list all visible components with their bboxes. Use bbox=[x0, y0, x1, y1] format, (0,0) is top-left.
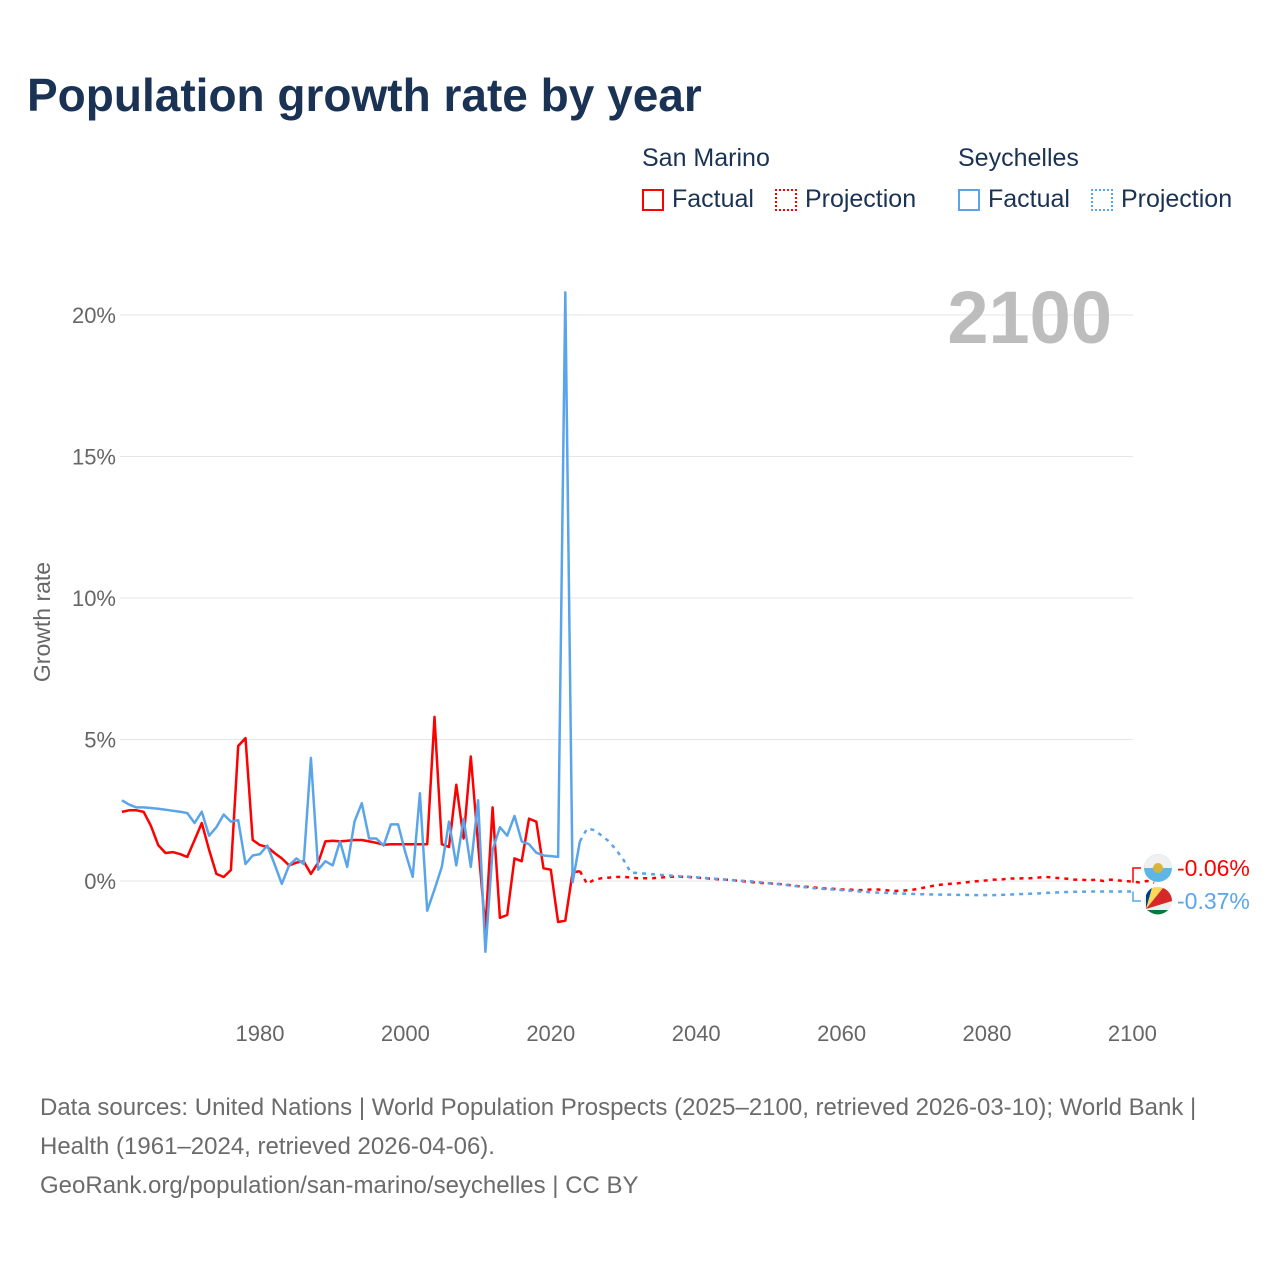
seychelles-factual-line bbox=[121, 291, 582, 954]
san-marino-flag-icon bbox=[1144, 854, 1172, 882]
legend-swatch-solid bbox=[958, 188, 980, 211]
legend-item-projection[interactable]: Projection bbox=[774, 185, 916, 214]
end-value-label: -0.06% bbox=[1177, 855, 1250, 881]
legend-seychelles: Seychelles Factual Projection bbox=[958, 144, 1232, 218]
x-tick-label: 2080 bbox=[963, 1021, 1012, 1046]
x-tick-label: 2020 bbox=[526, 1021, 575, 1046]
legend-swatch-solid bbox=[642, 188, 664, 211]
x-tick-label: 2000 bbox=[381, 1021, 430, 1046]
y-tick-label: 20% bbox=[72, 303, 116, 328]
legend-group-name: San Marino bbox=[642, 144, 770, 172]
y-tick-label: 15% bbox=[72, 445, 116, 470]
y-tick-label: 10% bbox=[72, 586, 116, 611]
data-sources: Data sources: United Nations | World Pop… bbox=[40, 1094, 1197, 1160]
seychelles-projection-line bbox=[578, 827, 1133, 897]
legend-item-projection[interactable]: Projection bbox=[1090, 185, 1232, 214]
legend-swatch-dotted bbox=[1090, 188, 1113, 211]
legend-group-name: Seychelles bbox=[958, 144, 1079, 172]
flag-red bbox=[1146, 888, 1172, 909]
x-tick-label: 2100 bbox=[1108, 1021, 1157, 1046]
credit-link[interactable]: GeoRank.org/population/san-marino/seyche… bbox=[40, 1172, 639, 1199]
legend-item-factual[interactable]: Factual bbox=[642, 185, 754, 214]
connector-line bbox=[1132, 867, 1141, 883]
x-tick-label: 2040 bbox=[672, 1021, 721, 1046]
flag-emblem bbox=[1153, 863, 1163, 873]
x-tick-label: 2060 bbox=[817, 1021, 866, 1046]
legend-san-marino: San Marino Factual Projection bbox=[642, 144, 930, 218]
chart-title: Population growth rate by year bbox=[27, 69, 702, 121]
legend-item-factual[interactable]: Factual bbox=[958, 185, 1070, 214]
y-tick-label: 5% bbox=[84, 728, 116, 753]
san-marino-projection-line bbox=[578, 870, 1155, 893]
connector-line bbox=[1132, 891, 1141, 902]
year-display: 2100 bbox=[947, 276, 1112, 359]
y-tick-label: 0% bbox=[84, 869, 116, 894]
y-axis-label: Growth rate bbox=[29, 562, 55, 682]
footer: Data sources: United Nations | World Pop… bbox=[40, 1088, 1240, 1205]
seychelles-flag-icon bbox=[1144, 886, 1172, 915]
flag-yellow bbox=[1146, 886, 1163, 909]
legend-swatch-dotted bbox=[774, 188, 797, 211]
flag-green bbox=[1147, 910, 1168, 915]
flag-white bbox=[1144, 854, 1172, 868]
end-value-label: -0.37% bbox=[1177, 888, 1250, 914]
x-tick-label: 1980 bbox=[236, 1021, 285, 1046]
